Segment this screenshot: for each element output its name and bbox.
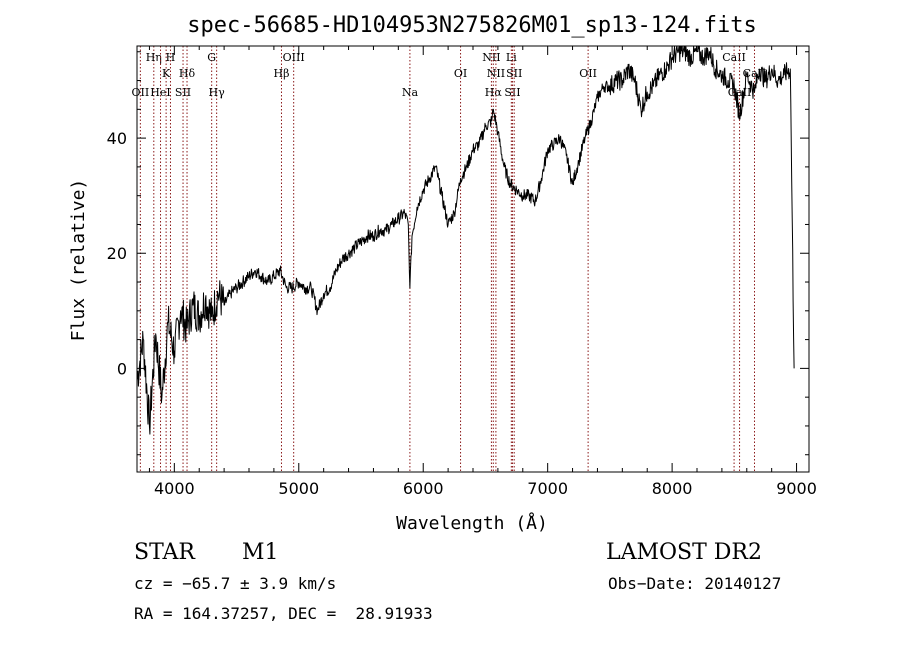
line-label-8: Hγ — [209, 86, 226, 99]
y-tick-label-0: 0 — [117, 359, 127, 378]
line-label-3: K — [162, 67, 171, 80]
plot-frame — [136, 45, 810, 473]
line-label-13: NII — [482, 51, 500, 64]
x-tick-label-3: 7000 — [527, 479, 568, 498]
y-tick-label-2: 40 — [107, 129, 127, 148]
spectrum-line — [136, 45, 795, 435]
sky-coordinates: RA = 164.37257, DEC = 28.91933 — [134, 604, 433, 623]
line-label-2: HeI — [150, 86, 170, 99]
survey-name: LAMOST DR2 — [606, 540, 762, 565]
line-label-6: Hδ — [179, 67, 196, 80]
line-label-20: CaII — [722, 51, 746, 64]
spectrum-series — [136, 45, 795, 435]
object-class: STAR — [134, 540, 195, 565]
line-label-7: G — [207, 51, 216, 64]
line-label-9: Hβ — [274, 67, 290, 80]
y-tick-label-1: 20 — [107, 244, 127, 263]
line-label-1: Hη — [146, 51, 162, 64]
x-tick-label-1: 5000 — [278, 479, 319, 498]
x-tick-label-5: 9000 — [776, 479, 817, 498]
line-label-5: SII — [175, 86, 191, 99]
line-label-16: Li — [506, 51, 517, 64]
axis-ticks: 4000 5000 6000 7000 8000 9000 0 20 40 — [107, 46, 817, 498]
y-axis-label: Flux (relative) — [68, 179, 89, 342]
line-label-14: Hα — [485, 86, 503, 99]
line-label-17: SII — [504, 86, 520, 99]
observation-date: Obs−Date: 20140127 — [608, 574, 782, 593]
x-tick-label-0: 4000 — [154, 479, 195, 498]
line-label-19: OII — [579, 67, 597, 80]
x-tick-label-4: 8000 — [652, 479, 693, 498]
spectral-line-markers: OIIHηHeIKHSIIHδGHγHβOIIINaOINIIHαNIILiSI… — [132, 46, 766, 472]
line-label-4: H — [166, 51, 176, 64]
redshift-velocity: cz = −65.7 ± 3.9 km/s — [134, 574, 337, 593]
line-label-15: NII — [487, 67, 505, 80]
object-subclass: M1 — [242, 540, 279, 565]
line-label-11: Na — [402, 86, 419, 99]
line-label-21: CaII — [728, 86, 752, 99]
line-label-10: OIII — [283, 51, 305, 64]
line-label-12: OI — [454, 67, 467, 80]
x-axis-label: Wavelength (Å) — [396, 512, 548, 534]
chart-title: spec-56685-HD104953N275826M01_sp13-124.f… — [187, 13, 757, 38]
line-label-18: SII — [506, 67, 522, 80]
x-tick-label-2: 6000 — [403, 479, 444, 498]
line-label-0: OII — [132, 86, 150, 99]
